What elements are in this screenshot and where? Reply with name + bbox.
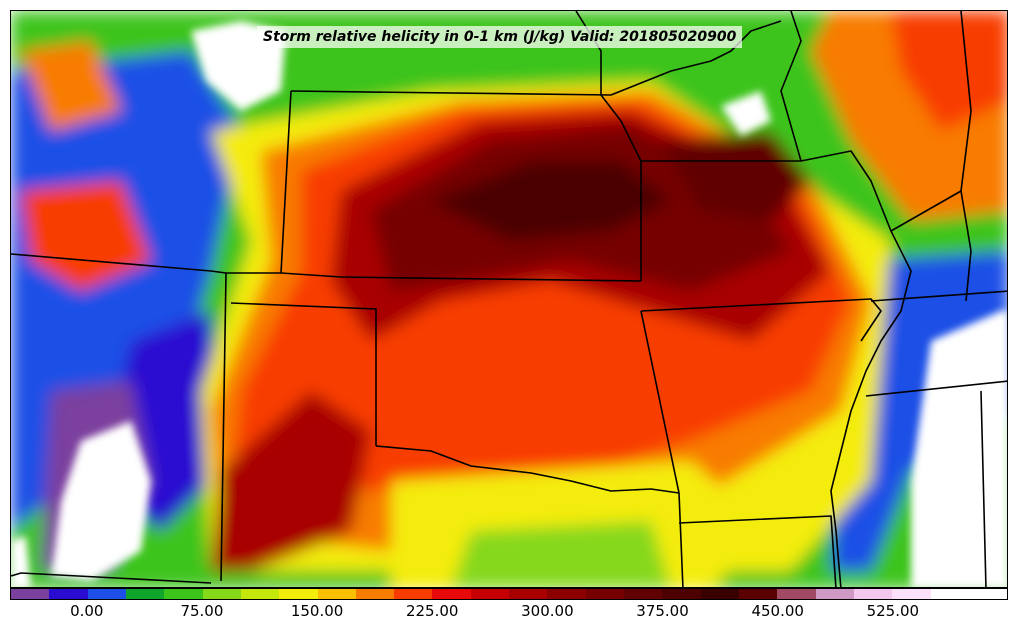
- colorbar-segment: [432, 589, 471, 599]
- colorbar-tick-labels: 0.00 75.00 150.00 225.00 300.00 375.00 450.00 5…: [10, 600, 1008, 630]
- helicity-field: [11, 11, 1007, 587]
- colorbar-segment: [930, 589, 969, 599]
- colorbar-tick-label: 75.00: [180, 602, 224, 620]
- colorbar-segment: [700, 589, 739, 599]
- colorbar-segment: [49, 589, 88, 599]
- colorbar-tick-label: 0.00: [70, 602, 104, 620]
- map-panel: Storm relative helicity in 0-1 km (J/kg)…: [10, 10, 1008, 588]
- colorbar-segment: [394, 589, 433, 599]
- colorbar-tick-label: 375.00: [636, 602, 689, 620]
- colorbar-segment: [202, 589, 241, 599]
- colorbar-tick-label: 150.00: [290, 602, 344, 620]
- colorbar-segment: [317, 589, 356, 599]
- colorbar-segment: [624, 589, 663, 599]
- colorbar-segment: [547, 589, 586, 599]
- map-title: Storm relative helicity in 0-1 km (J/kg)…: [257, 26, 743, 48]
- colorbar-segment: [11, 589, 50, 599]
- colorbar-tick-label: 450.00: [751, 602, 804, 620]
- colorbar-segment: [662, 589, 701, 599]
- colorbar-segment: [815, 589, 854, 599]
- colorbar: [10, 588, 1008, 600]
- colorbar-segment: [279, 589, 318, 599]
- colorbar-segment: [777, 589, 816, 599]
- colorbar-segment: [87, 589, 126, 599]
- colorbar-segment: [164, 589, 203, 599]
- colorbar-segment: [509, 589, 548, 599]
- colorbar-segment: [355, 589, 395, 599]
- colorbar-segment: [892, 589, 931, 599]
- colorbar-segment: [470, 589, 510, 599]
- colorbar-tick-label: 300.00: [521, 602, 574, 620]
- colorbar-segment: [240, 589, 280, 599]
- helicity-map: [11, 11, 1007, 587]
- colorbar-segment: [585, 589, 624, 599]
- colorbar-segment: [968, 589, 1008, 599]
- state-boundaries: [11, 11, 1007, 587]
- colorbar-segment: [853, 589, 893, 599]
- colorbar-segment: [125, 589, 165, 599]
- colorbar-tick-label: 225.00: [405, 602, 459, 620]
- colorbar-segment: [738, 589, 778, 599]
- colorbar-tick-label: 525.00: [866, 602, 920, 620]
